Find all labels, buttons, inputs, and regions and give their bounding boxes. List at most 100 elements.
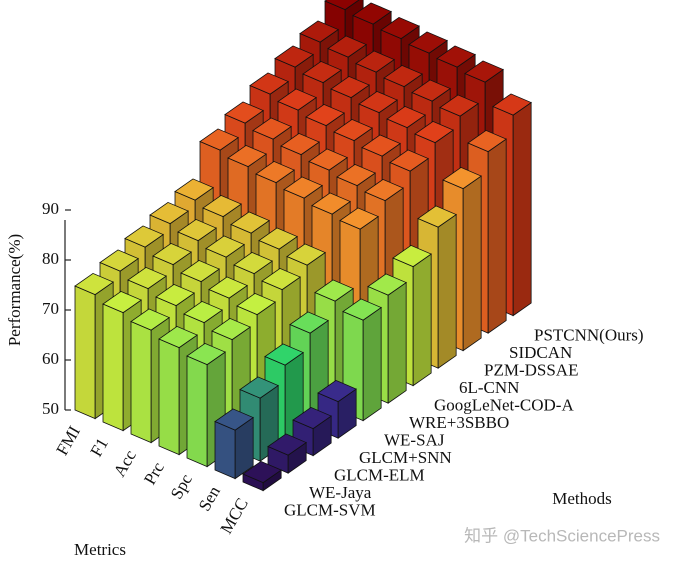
bar-front [186,355,208,468]
y-tick-label: 90 [42,199,59,218]
bar-top [308,148,348,171]
bar-top [439,94,479,117]
x-tick-label: Prc [140,458,168,488]
bar-top [317,379,357,403]
bar-top [258,227,298,250]
bar-top [274,45,314,68]
bar-top [355,50,395,73]
bar-top [286,243,326,266]
bar-top [180,259,220,283]
bar-top [127,266,167,290]
method-label: GoogLeNet-COD-A [434,396,574,415]
x-tick-label: MCC [217,495,252,537]
bar-top [202,194,242,218]
y-tick-label: 70 [42,299,59,318]
method-label: WE-SAJ [384,431,445,450]
y-tick-label: 80 [42,249,59,268]
bar-front [214,420,236,480]
bar-top [389,149,429,172]
bar-top [339,207,379,230]
bar-top [177,218,217,242]
bar-top [155,283,195,307]
bar-top [364,178,404,202]
method-label: PSTCNN(Ours) [534,326,644,345]
bar-top [99,249,139,272]
bar-top [283,176,323,199]
bar-top [314,279,354,302]
x-tick-label: F1 [86,435,111,460]
bar-top [211,317,251,341]
x-tick-label: FMI [52,422,84,458]
bar-side [387,281,407,404]
bar-top [149,201,189,225]
bar-top [124,225,164,248]
bar-top [292,406,332,430]
bar-top [361,134,401,157]
bar-side [462,175,482,352]
bar-top [289,311,329,334]
bar-top [239,376,279,399]
method-label: 6L-CNN [459,378,519,397]
bar-top [417,205,457,228]
bar-top [336,163,376,187]
bar-front [102,303,124,432]
bar-top [442,166,482,190]
bar-top [242,460,282,484]
bar-top [205,235,245,258]
bar-top [277,88,317,111]
bar-top [230,211,270,234]
depth-axis-label: Methods [552,489,612,508]
bar-side [487,138,507,334]
bar-top [208,276,248,299]
bar-side [512,101,532,317]
bar-top [261,267,301,291]
bar-top [492,93,532,116]
bar-top [464,60,504,83]
bar-front [130,320,152,444]
bar-top [352,2,392,25]
bar-top [227,144,267,168]
y-axis-label: Performance(%) [5,234,24,346]
bar [242,460,282,492]
bar-top [383,64,423,88]
y-tick-label: 60 [42,349,59,368]
bar-side [437,213,457,369]
bar-front [74,285,96,420]
bar-top [199,128,239,151]
bar-top [305,103,345,127]
bar-top [224,101,264,124]
bar-top [267,433,307,456]
method-label: WE-Jaya [309,483,372,502]
bar-top [327,35,367,58]
bar-top [74,272,114,296]
bar-side [362,306,382,422]
method-label: GLCM-SVM [284,501,376,520]
bar-top [236,292,276,316]
bar-top [333,118,373,142]
bar-top [436,45,476,68]
bar-top [186,342,226,366]
bar-top [414,120,454,144]
method-label: GLCM-ELM [334,466,425,485]
x-axis-label: Metrics [74,540,126,559]
bar-side [412,253,432,387]
method-label: WRE+3SBBO [409,413,509,432]
watermark: 知乎 @TechSciencePress [464,526,660,545]
bar-top [411,79,451,102]
method-label: SIDCAN [509,343,572,362]
bar-top [264,343,304,366]
bar-top [214,408,254,431]
bar-top [233,251,273,275]
bar-top [311,192,351,215]
bar-top [358,90,398,114]
bar-top [330,75,370,99]
bar-top [392,244,432,268]
bar-top [130,308,170,331]
bar [214,408,254,480]
bar-top [380,16,420,40]
bar-top [408,31,448,54]
bar-front [158,338,180,456]
bar-top [280,132,320,156]
bar-top [252,117,292,140]
bar-top [255,160,295,184]
